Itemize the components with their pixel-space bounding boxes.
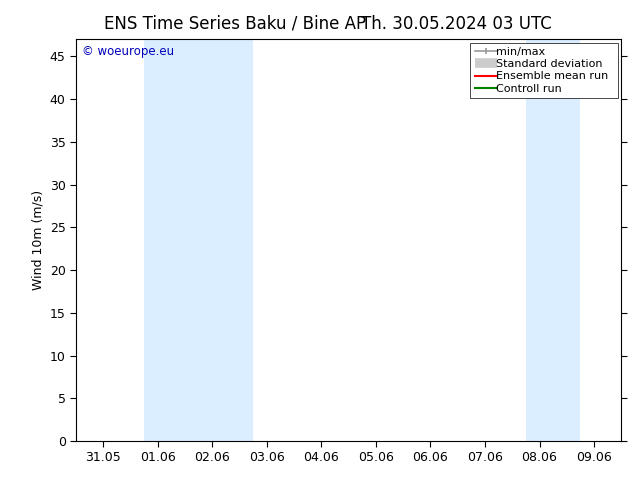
Text: © woeurope.eu: © woeurope.eu bbox=[82, 45, 174, 58]
Text: Th. 30.05.2024 03 UTC: Th. 30.05.2024 03 UTC bbox=[361, 15, 552, 33]
Text: ENS Time Series Baku / Bine AP: ENS Time Series Baku / Bine AP bbox=[103, 15, 366, 33]
Legend: min/max, Standard deviation, Ensemble mean run, Controll run: min/max, Standard deviation, Ensemble me… bbox=[470, 43, 618, 98]
Bar bbox=[144, 39, 253, 441]
Y-axis label: Wind 10m (m/s): Wind 10m (m/s) bbox=[31, 190, 44, 290]
Bar bbox=[526, 39, 581, 441]
